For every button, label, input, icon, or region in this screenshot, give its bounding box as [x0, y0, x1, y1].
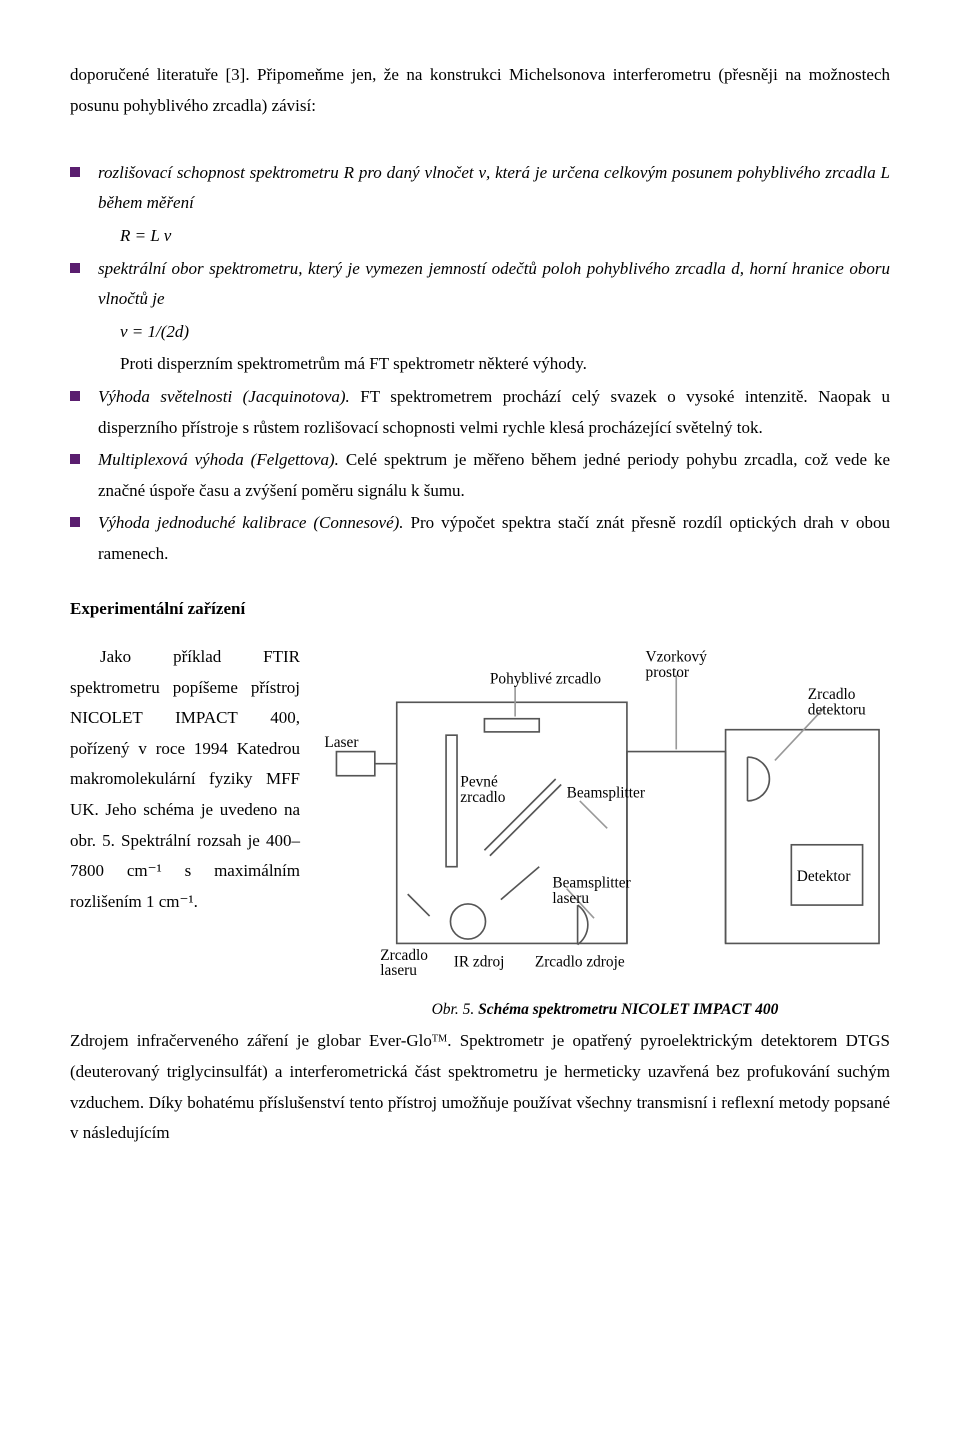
figure-caption-label: Obr. 5. — [432, 1001, 479, 1018]
svg-text:Pohyblivé zrcadlo: Pohyblivé zrcadlo — [490, 671, 601, 688]
intro-paragraph: doporučené literatuře [3]. Připomeňme je… — [70, 60, 890, 121]
bullet-icon — [70, 454, 80, 464]
bullet-icon — [70, 517, 80, 527]
svg-text:Zrcadlodetektoru: Zrcadlodetektoru — [808, 686, 866, 718]
experimental-row: Jako příklad FTIR spektrometru popíšeme … — [70, 642, 890, 1024]
bullet-2-eq: ν = 1/(2d) — [70, 317, 890, 348]
figure-column: Laser Pohyblivé zrcadlo Pevnézrcadlo Bea… — [320, 642, 890, 1024]
svg-text:Beamsplitterlaseru: Beamsplitterlaseru — [552, 875, 630, 907]
figure-caption-title: Schéma spektrometru NICOLET IMPACT 400 — [478, 1001, 778, 1018]
bullet-icon — [70, 391, 80, 401]
bullet-icon — [70, 167, 80, 177]
bullet-4-text: Multiplexová výhoda (Felgettova). Celé s… — [98, 445, 890, 506]
bullet-2-after: Proti disperzním spektrometrům má FT spe… — [70, 349, 890, 380]
label-zrcadlo-zdroje: Zrcadlo zdroje — [535, 954, 625, 971]
bullet-5: Výhoda jednoduché kalibrace (Connesové).… — [70, 508, 890, 569]
figure-caption: Obr. 5. Schéma spektrometru NICOLET IMPA… — [320, 996, 890, 1024]
bullet-3-text: Výhoda světelnosti (Jacquinotova). FT sp… — [98, 382, 890, 443]
svg-text:Zrcadlolaseru: Zrcadlolaseru — [380, 947, 428, 979]
label-pohyblive: Pohyblivé zrcadlo — [490, 671, 601, 688]
bullet-5-text: Výhoda jednoduché kalibrace (Connesové).… — [98, 508, 890, 569]
bullet-2: spektrální obor spektrometru, který je v… — [70, 254, 890, 315]
experimental-left-text: Jako příklad FTIR spektrometru popíšeme … — [70, 642, 300, 917]
bullet-2-text: spektrální obor spektrometru, který je v… — [98, 254, 890, 315]
bullet-3: Výhoda světelnosti (Jacquinotova). FT sp… — [70, 382, 890, 443]
experimental-continue: Zdrojem infračerveného záření je globar … — [70, 1026, 890, 1148]
label-detektor: Detektor — [797, 868, 851, 885]
bullet-1-eq: R = L ν — [70, 221, 890, 252]
svg-text:Vzorkovýprostor: Vzorkovýprostor — [646, 649, 708, 681]
bullet-icon — [70, 263, 80, 273]
label-beamsplitter: Beamsplitter — [567, 785, 645, 802]
section-heading: Experimentální zařízení — [70, 594, 890, 625]
bullet-4: Multiplexová výhoda (Felgettova). Celé s… — [70, 445, 890, 506]
spectrometer-diagram: Laser Pohyblivé zrcadlo Pevnézrcadlo Bea… — [320, 642, 890, 982]
svg-text:Pevnézrcadlo: Pevnézrcadlo — [460, 774, 505, 806]
bullet-1: rozlišovací schopnost spektrometru R pro… — [70, 158, 890, 219]
label-laser: Laser — [324, 734, 358, 751]
label-irzdroj: IR zdroj — [454, 954, 505, 971]
experimental-text-col: Jako příklad FTIR spektrometru popíšeme … — [70, 642, 300, 1024]
bullet-1-text: rozlišovací schopnost spektrometru R pro… — [98, 158, 890, 219]
